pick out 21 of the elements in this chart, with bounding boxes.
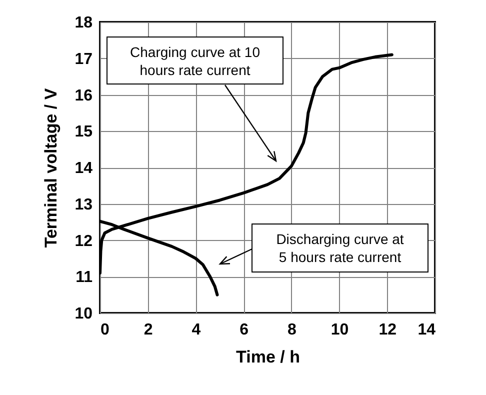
annotation: Charging curve at 10 hours rate current (130, 44, 260, 78)
x-tick-label: 14 (418, 322, 436, 338)
y-tick-label: 12 (74, 232, 93, 250)
y-tick-label: 16 (74, 87, 93, 104)
y-tick-label: 17 (74, 50, 93, 68)
x-tick-label: 12 (378, 322, 397, 338)
y-tick-label: 14 (74, 160, 93, 177)
y-tick-label: 13 (74, 196, 93, 214)
x-tick-label: 4 (192, 322, 201, 338)
x-tick-label: 6 (240, 322, 249, 338)
y-tick-label: 15 (74, 124, 93, 141)
x-tick-label: 0 (100, 322, 110, 338)
annotation: Discharging curve at 5 hours rate current (276, 231, 404, 265)
y-tick-label: 18 (74, 14, 93, 32)
y-tick-label: 11 (76, 269, 93, 286)
y-tick-label: 10 (74, 306, 93, 322)
y-axis-title: Terminal voltage / V (42, 88, 61, 248)
x-tick-label: 2 (144, 322, 153, 338)
x-tick-label: 10 (330, 322, 349, 338)
x-axis-title: Time / h (236, 348, 300, 366)
x-tick-label: 8 (287, 322, 296, 338)
